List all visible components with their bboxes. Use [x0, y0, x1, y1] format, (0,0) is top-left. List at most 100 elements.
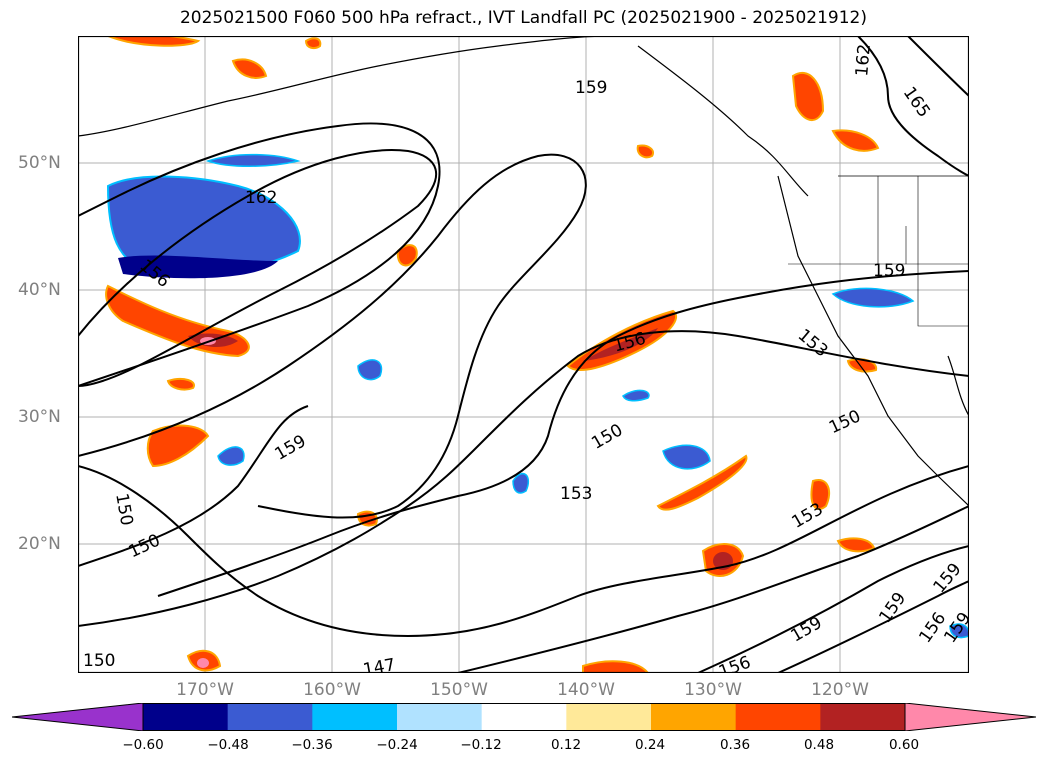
- map-panel: 159 162 165 162 159 156 153 150 150 159 …: [78, 36, 969, 673]
- contour-159: [78, 153, 587, 519]
- lon-label-170w: 170°W: [176, 680, 234, 700]
- contour-label: 153: [794, 325, 832, 361]
- colorbar-cell: [651, 703, 737, 731]
- contour-label: 159: [272, 431, 310, 465]
- baja-coast: [947, 355, 969, 417]
- map-canvas: 159 162 165 162 159 156 153 150 150 159 …: [78, 36, 969, 673]
- contour-label: 165: [899, 83, 934, 121]
- colorbar-cell: [566, 703, 652, 731]
- colorbar-cell: [820, 703, 906, 731]
- contour-label: 147: [361, 655, 396, 673]
- colorbar-tick: 0.48: [803, 737, 835, 753]
- orange-blob-28n-172w: [146, 424, 210, 468]
- contour-label: 150: [111, 492, 136, 527]
- contour-label: 159: [575, 78, 607, 98]
- negative-anomaly-regions: [106, 153, 969, 639]
- colorbar-extend-high: [904, 703, 1036, 731]
- colorbar-outline: [142, 703, 906, 731]
- lat-label-40n: 40°N: [18, 280, 61, 300]
- blue-region-26n-168w: [217, 446, 245, 466]
- lat-label-20n: 20°N: [18, 534, 61, 554]
- contour-label: 159: [930, 559, 966, 597]
- coastlines: [78, 36, 969, 507]
- colorbar-cell: [143, 703, 229, 731]
- orange-blob-42n-150w: [396, 244, 418, 267]
- contour-label: 162: [245, 188, 277, 208]
- navy-core-gulf-of-alaska: [118, 255, 278, 279]
- contour-label: 159: [875, 589, 910, 627]
- colorbar-tick: −0.24: [376, 737, 418, 753]
- colorbar-tick: 0.60: [888, 737, 920, 753]
- contour-label: 159: [788, 613, 826, 647]
- lat-label-50n: 50°N: [18, 153, 61, 173]
- orange-band-25n-132w: [656, 454, 748, 511]
- colorbar: [12, 703, 1036, 731]
- contour-159-south: [777, 580, 969, 673]
- colorbar-cell: [312, 703, 398, 731]
- blue-region-40n-coast: [831, 287, 915, 308]
- lon-label-160w: 160°W: [303, 680, 361, 700]
- lat-label-30n: 30°N: [18, 407, 61, 427]
- contour-label: 150: [588, 420, 626, 454]
- lon-label-140w: 140°W: [557, 680, 615, 700]
- state-border-2: [917, 176, 969, 327]
- blue-region-24n-145w: [512, 472, 530, 494]
- colorbar-extend-low: [12, 703, 144, 731]
- colorbar-cell: [481, 703, 567, 731]
- west-coast-na: [777, 175, 969, 507]
- map-frame: [78, 36, 969, 673]
- colorbar-cell: [227, 703, 313, 731]
- map-title: 2025021500 F060 500 hPa refract., IVT La…: [179, 8, 867, 28]
- contour-153: [78, 465, 969, 638]
- contour-label: 162: [852, 43, 875, 77]
- orange-blob-57n-164w: [231, 58, 268, 79]
- blue-region-28n-133w: [662, 444, 711, 470]
- refractivity-contours: [78, 36, 969, 673]
- orange-blob-32n-169w: [166, 378, 195, 391]
- colorbar-cell: [735, 703, 821, 731]
- orange-blob-20n-119w: [836, 537, 876, 553]
- contour-150-west: [78, 405, 309, 567]
- contour-150-mid: [78, 330, 969, 627]
- blue-region-33n-152w: [357, 359, 383, 381]
- contour-165: [907, 36, 969, 97]
- blue-region-31n-137w: [622, 389, 650, 402]
- blue-region-se-corner: [949, 623, 969, 639]
- contour-label: 150: [126, 530, 164, 562]
- alaska-bc-coast: [637, 45, 809, 197]
- orange-blob-bottom-140w: [582, 660, 650, 673]
- contour-label: 159: [940, 609, 969, 647]
- orange-band-top: [105, 36, 201, 47]
- contour-label: 153: [560, 484, 592, 504]
- colorbar-tick: −0.60: [122, 737, 164, 753]
- pink-peak-bottom-170w: [197, 658, 209, 668]
- contour-162-ne: [857, 36, 969, 177]
- contour-label: 150: [826, 406, 864, 438]
- orange-blob-23n-122w: [810, 479, 831, 510]
- contour-label: 150: [83, 651, 115, 671]
- contour-156-south: [697, 545, 969, 673]
- lon-label-150w: 150°W: [430, 680, 488, 700]
- colorbar-cells: [12, 703, 1036, 731]
- orange-blob-50n-135w: [636, 144, 654, 159]
- colorbar-tick: 0.24: [634, 737, 666, 753]
- lon-label-120w: 120°W: [811, 680, 869, 700]
- colorbar-tick: −0.48: [207, 737, 249, 753]
- orange-blob-58n-123w: [791, 71, 825, 121]
- colorbar-cell: [397, 703, 483, 731]
- contour-147: [457, 505, 969, 673]
- orange-blob-top-160w: [304, 37, 322, 50]
- contour-156: [157, 270, 969, 597]
- lon-label-130w: 130°W: [684, 680, 742, 700]
- blue-strip-50n: [205, 153, 301, 167]
- colorbar-tick: 0.36: [719, 737, 751, 753]
- red-core-35n-140w: [583, 328, 658, 361]
- colorbar-tick: −0.36: [291, 737, 333, 753]
- contour-162: [78, 149, 438, 387]
- orange-blob-52n-118w: [831, 129, 880, 152]
- aleutian-alaska-coast: [78, 36, 609, 137]
- contour-159-north: [78, 122, 441, 387]
- positive-anomaly-regions: [105, 36, 880, 673]
- colorbar-tick: −0.12: [460, 737, 502, 753]
- colorbar-tick: 0.12: [550, 737, 582, 753]
